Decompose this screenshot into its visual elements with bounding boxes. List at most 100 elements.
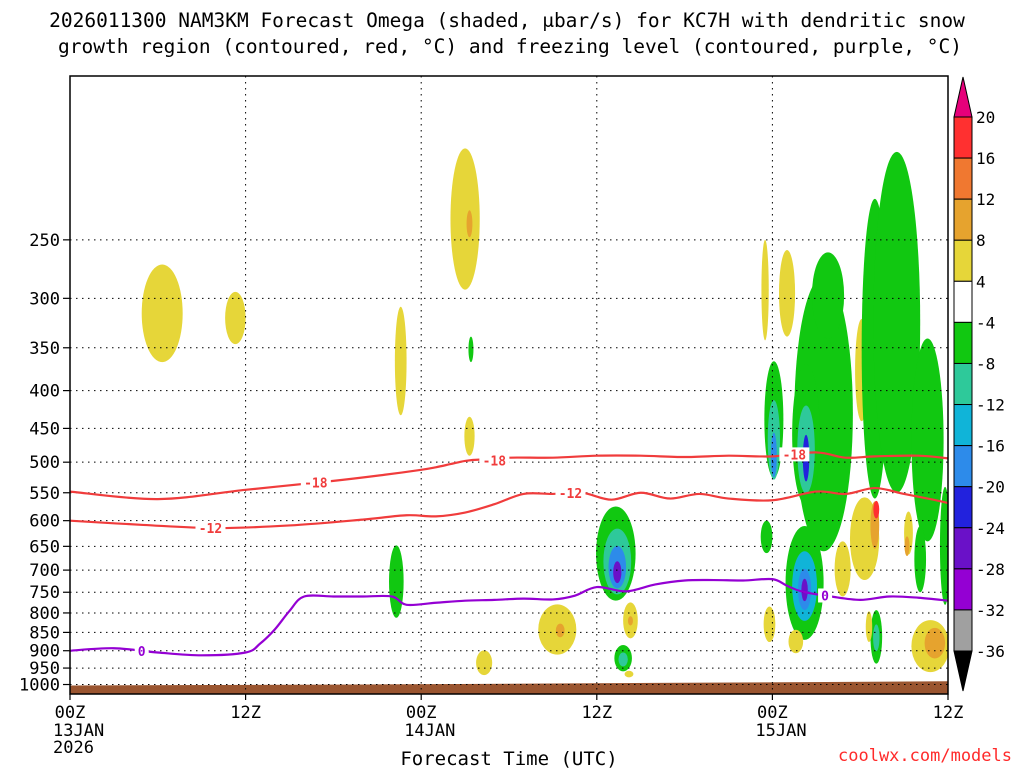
omega-cell	[476, 650, 493, 676]
pressure-tick-label: 350	[29, 339, 60, 359]
pressure-tick-label: 600	[29, 512, 60, 532]
pressure-tick-label: 250	[29, 231, 60, 251]
time-tick-date: 13JAN	[53, 721, 104, 741]
colorbar-label: -28	[976, 560, 1005, 579]
contour-label-bg	[779, 447, 810, 462]
omega-cell	[555, 623, 565, 638]
pressure-tick-label: 850	[29, 623, 60, 643]
omega-cell	[914, 525, 927, 593]
time-tick-label: 00Z	[55, 703, 86, 723]
contour-label: -12	[199, 522, 222, 537]
contour-label: 0	[138, 645, 146, 660]
colorbar-label: 16	[976, 149, 995, 168]
omega-cell	[141, 264, 183, 363]
omega-cell	[760, 520, 773, 554]
omega-cell	[464, 416, 475, 456]
colorbar-bin	[953, 76, 973, 118]
pressure-tick-label: 750	[29, 583, 60, 603]
colorbar-label: -16	[976, 437, 1005, 456]
contours: -18 -12 0 -18 -12 -18 0	[70, 447, 948, 660]
omega-cell	[763, 606, 776, 643]
contour-label-bg	[195, 520, 226, 535]
omega-cell	[450, 148, 480, 290]
colorbar-bin	[953, 198, 973, 241]
pressure-tick-label: 950	[29, 659, 60, 679]
contour-label-bg	[479, 453, 510, 468]
pressure-tick-label: 1000	[19, 676, 60, 696]
colorbar-bin	[953, 404, 973, 447]
colorbar-label: -8	[976, 354, 995, 373]
colorbar-label: -20	[976, 478, 1005, 497]
omega-cell	[225, 291, 246, 345]
omega-cell	[801, 578, 808, 602]
contour-label-bg	[555, 486, 586, 501]
omega-cell	[624, 670, 634, 678]
omega-cell	[770, 432, 777, 478]
colorbar-bin	[953, 650, 973, 692]
colorbar-bin	[953, 527, 973, 570]
omega-cell	[834, 541, 851, 597]
chart-title-line2: growth region (contoured, red, °C) and f…	[58, 35, 962, 58]
omega-cell	[873, 500, 880, 519]
colorbar-label: -4	[976, 313, 995, 332]
omega-cell	[911, 338, 944, 542]
colorbar-label: 12	[976, 190, 995, 209]
omega-cell	[468, 336, 474, 363]
pressure-tick-label: 300	[29, 289, 60, 309]
omega-cell	[811, 252, 845, 339]
pressure-tick-label: 500	[29, 453, 60, 473]
chart-title-line1: 2026011300 NAM3KM Forecast Omega (shaded…	[49, 9, 965, 32]
pressure-tick-label: 900	[29, 642, 60, 662]
omega-cell	[939, 486, 948, 605]
terrain-fill	[70, 681, 948, 694]
colorbar-label: 8	[976, 231, 986, 250]
contour-label-bg	[818, 588, 833, 603]
colorbar-bin	[953, 568, 973, 611]
pressure-tick-label: 450	[29, 419, 60, 439]
omega-cell	[873, 624, 880, 652]
colorbar-label: 20	[976, 108, 995, 127]
pressure-tick-label: 700	[29, 561, 60, 581]
colorbar-bin	[953, 239, 973, 282]
time-tick-year: 2026	[53, 738, 94, 758]
plot-content: -18 -12 0 -18 -12 -18 0	[70, 76, 948, 694]
colorbar-label: -24	[976, 519, 1005, 538]
pressure-tick-label: 800	[29, 604, 60, 624]
contour-label: -12	[559, 487, 582, 502]
omega-cell	[778, 249, 796, 337]
contour-label: 0	[821, 589, 829, 604]
colorbar-bin	[953, 321, 973, 364]
omega-cell	[466, 210, 473, 238]
colorbar-label: -32	[976, 601, 1005, 620]
contour-label-bg	[134, 643, 149, 658]
omega-shading	[141, 148, 948, 678]
omega-cell	[627, 616, 633, 626]
omega-colorbar: 20 16 12 8 4 -4 -8 -12 -16 -20 -24 -28 -32 -36	[953, 76, 1005, 692]
freezing-level-0C-line	[70, 577, 948, 657]
time-tick-label: 00Z	[757, 703, 788, 723]
pressure-tick-label: 550	[29, 484, 60, 504]
colorbar-label: -36	[976, 642, 1005, 661]
omega-cell	[788, 629, 804, 654]
contour-label: -18	[483, 454, 507, 469]
colorbar-label: 4	[976, 272, 986, 291]
time-tick-label: 12Z	[230, 703, 261, 723]
time-tick-label: 12Z	[933, 703, 964, 723]
omega-cell	[389, 545, 404, 618]
plot-area: -18 -12 0 -18 -12 -18 0	[69, 75, 949, 695]
time-tick-date: 15JAN	[755, 721, 806, 741]
pressure-tick-label: 400	[29, 382, 60, 402]
contour-label: -18	[304, 477, 328, 492]
site-credit: coolwx.com/models	[838, 746, 1012, 766]
time-tick-label: 00Z	[406, 703, 437, 723]
colorbar-bin	[953, 157, 973, 200]
omega-cell	[865, 611, 873, 643]
colorbar-bin	[953, 280, 973, 323]
colorbar-bin	[953, 362, 973, 406]
colorbar-bin	[953, 445, 973, 488]
omega-cell	[761, 239, 769, 341]
colorbar-bin	[953, 116, 973, 159]
plot-frame	[69, 75, 949, 695]
time-tick-label: 12Z	[581, 703, 612, 723]
